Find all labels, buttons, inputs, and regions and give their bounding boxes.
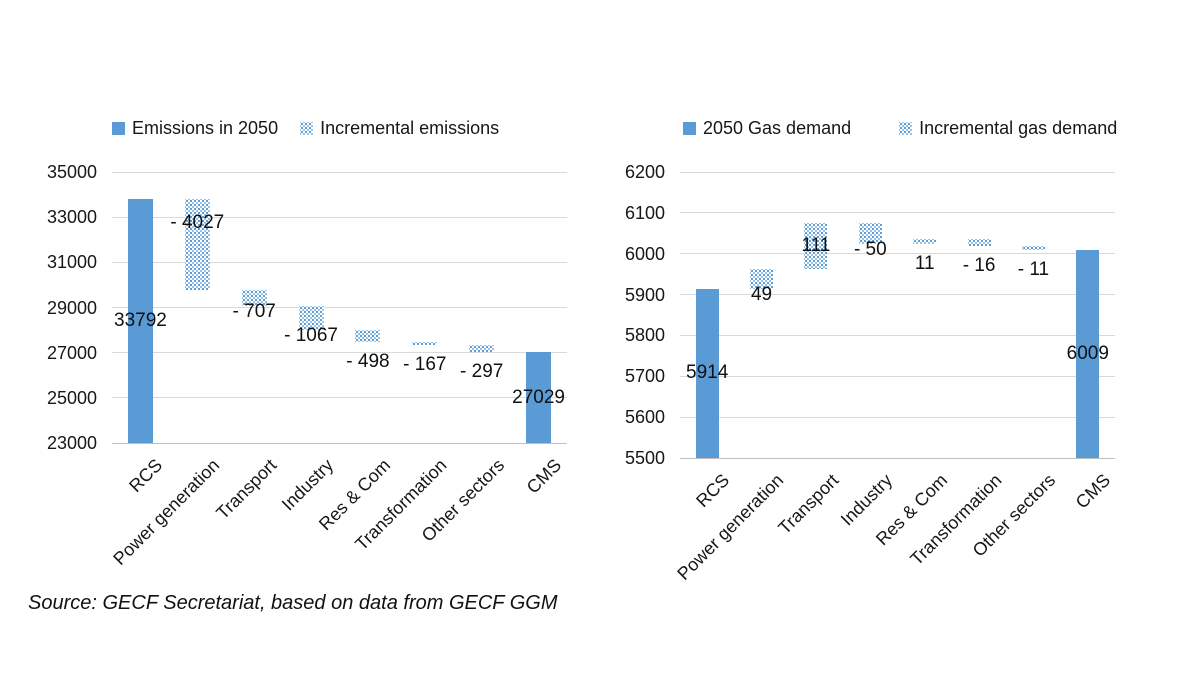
gridline — [112, 216, 567, 218]
bar-power-generation — [184, 199, 210, 291]
axis-label-rcs: RCS — [692, 470, 734, 512]
bar-industry — [858, 223, 882, 244]
gridline — [680, 212, 1115, 214]
gridline — [680, 416, 1115, 418]
y-tick-label: 29000 — [46, 297, 97, 318]
bar-cms — [1076, 250, 1100, 458]
gridline — [112, 397, 567, 399]
bar-label-other-sectors: - 11 — [1017, 259, 1050, 281]
bar-other-sectors — [469, 345, 495, 352]
legend-item-incremental-emissions: Incremental emissions — [300, 118, 499, 138]
bar-label-transport: - 707 — [232, 301, 276, 323]
dotted-bar-swatch-icon — [899, 121, 913, 135]
bar-cms — [526, 352, 552, 443]
gridline — [680, 375, 1115, 377]
y-tick-label: 25000 — [46, 387, 97, 408]
bar-label-other-sectors: - 297 — [460, 361, 504, 382]
y-tick-label: 27000 — [46, 342, 97, 363]
y-tick-label: 5800 — [624, 325, 665, 346]
legend-item-emissions-2050: Emissions in 2050 — [112, 118, 278, 138]
y-tick-label: 5900 — [624, 284, 665, 305]
x-axis-line — [680, 457, 1115, 459]
y-tick-label: 6200 — [624, 162, 665, 182]
gridline — [112, 171, 567, 173]
gas-demand-legend: 2050 Gas demand Incremental gas demand — [683, 118, 1117, 138]
gridline — [112, 307, 567, 308]
solid-bar-swatch-icon — [683, 121, 696, 135]
y-tick-label: 5700 — [624, 366, 665, 387]
solid-bar-swatch-icon — [112, 121, 125, 135]
y-tick-label: 6100 — [624, 202, 665, 223]
bar-label-transformation: - 16 — [962, 254, 996, 276]
dotted-bar-swatch-icon — [300, 121, 314, 135]
emissions-legend: Emissions in 2050 Incremental emissions — [112, 118, 499, 138]
gridline — [112, 261, 567, 263]
bar-label-power-generation: - 4027 — [170, 212, 225, 234]
bar-rcs — [127, 199, 153, 443]
gridline — [680, 253, 1115, 255]
bar-transport — [804, 223, 828, 269]
gridline — [680, 171, 1115, 173]
bar-label-rcs: 5914 — [686, 362, 729, 384]
bar-label-res-com: - 498 — [346, 350, 390, 372]
legend-item-2050-gas-demand: 2050 Gas demand — [683, 118, 851, 138]
gridline — [680, 294, 1115, 296]
y-tick-label: 35000 — [46, 162, 97, 182]
y-tick-label: 33000 — [46, 207, 97, 228]
gridline — [112, 352, 567, 354]
bar-transformation — [412, 341, 438, 346]
legend-item-incremental-gas-demand: Incremental gas demand — [899, 118, 1117, 138]
bar-other-sectors — [1021, 245, 1045, 251]
legend-label: Incremental emissions — [320, 118, 500, 138]
axis-label-cms: CMS — [1071, 470, 1114, 513]
legend-label: Emissions in 2050 — [132, 118, 279, 138]
bar-label-transformation: - 167 — [403, 354, 447, 376]
bar-rcs — [695, 288, 719, 458]
bar-industry — [298, 306, 324, 331]
bar-label-cms: 27029 — [512, 386, 565, 408]
legend-label: Incremental gas demand — [919, 118, 1118, 138]
bar-label-res-com: 11 — [914, 252, 935, 274]
legend-label: 2050 Gas demand — [703, 118, 852, 138]
bar-power-generation — [750, 268, 774, 289]
y-tick-label: 5500 — [624, 448, 665, 468]
bar-label-rcs: 33792 — [114, 310, 167, 332]
bar-label-transport: 111 — [801, 235, 831, 257]
bar-transport — [241, 290, 267, 307]
bar-label-power-generation: 49 — [750, 283, 773, 305]
source-note: Source: GECF Secretariat, based on data … — [28, 592, 558, 614]
y-tick-label: 6000 — [624, 243, 665, 264]
y-tick-label: 31000 — [46, 252, 97, 273]
bar-transformation — [967, 239, 991, 246]
bar-res-com — [355, 330, 381, 342]
bar-res-com — [913, 239, 937, 244]
y-tick-label: 5600 — [624, 407, 665, 428]
bar-label-industry: - 1067 — [284, 325, 338, 347]
x-axis-line — [112, 442, 567, 444]
bar-label-industry: - 50 — [853, 238, 887, 260]
y-tick-label: 23000 — [46, 433, 97, 453]
bar-label-cms: 6009 — [1066, 343, 1109, 365]
gridline — [680, 334, 1115, 336]
